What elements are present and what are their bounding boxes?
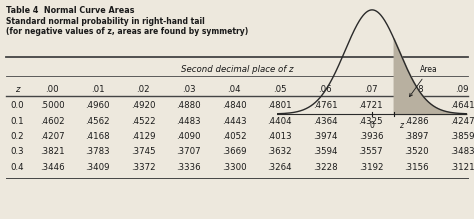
Text: .3372: .3372 bbox=[131, 163, 155, 172]
Text: .4364: .4364 bbox=[313, 117, 337, 125]
Text: .3156: .3156 bbox=[404, 163, 429, 172]
Text: .3192: .3192 bbox=[359, 163, 383, 172]
Text: 0.1: 0.1 bbox=[10, 117, 24, 125]
Text: .4325: .4325 bbox=[358, 117, 383, 125]
Text: .4129: .4129 bbox=[131, 132, 155, 141]
Text: .3557: .3557 bbox=[358, 148, 383, 157]
Text: .4840: .4840 bbox=[222, 101, 246, 110]
Text: (for negative values of z, areas are found by symmetry): (for negative values of z, areas are fou… bbox=[6, 27, 248, 36]
Text: .3897: .3897 bbox=[404, 132, 428, 141]
Text: .4681: .4681 bbox=[404, 101, 429, 110]
Text: 0.3: 0.3 bbox=[10, 148, 24, 157]
Text: .4761: .4761 bbox=[313, 101, 337, 110]
Text: .4247: .4247 bbox=[450, 117, 474, 125]
Text: Second decimal place of z: Second decimal place of z bbox=[181, 65, 293, 74]
Text: z: z bbox=[15, 85, 19, 94]
Text: .05: .05 bbox=[273, 85, 287, 94]
Text: Standard normal probability in right-hand tail: Standard normal probability in right-han… bbox=[6, 17, 205, 26]
Text: .3409: .3409 bbox=[85, 163, 110, 172]
Text: .3859: .3859 bbox=[450, 132, 474, 141]
Text: .3745: .3745 bbox=[131, 148, 155, 157]
Text: .4602: .4602 bbox=[40, 117, 64, 125]
Text: .4562: .4562 bbox=[85, 117, 110, 125]
Text: .4483: .4483 bbox=[176, 117, 201, 125]
Text: 0: 0 bbox=[370, 121, 374, 130]
Text: .4522: .4522 bbox=[131, 117, 155, 125]
Text: .3300: .3300 bbox=[222, 163, 246, 172]
Text: .3821: .3821 bbox=[40, 148, 64, 157]
Text: .3228: .3228 bbox=[313, 163, 337, 172]
Text: .5000: .5000 bbox=[40, 101, 64, 110]
Text: Area: Area bbox=[410, 65, 438, 97]
Text: .3974: .3974 bbox=[313, 132, 337, 141]
Text: .4168: .4168 bbox=[85, 132, 110, 141]
Text: .3594: .3594 bbox=[313, 148, 337, 157]
Text: .4207: .4207 bbox=[40, 132, 64, 141]
Text: .06: .06 bbox=[319, 85, 332, 94]
Text: .4721: .4721 bbox=[358, 101, 383, 110]
Text: z: z bbox=[399, 121, 402, 130]
Text: .02: .02 bbox=[137, 85, 150, 94]
Text: .4443: .4443 bbox=[222, 117, 246, 125]
Text: 0.4: 0.4 bbox=[10, 163, 24, 172]
Text: .4090: .4090 bbox=[176, 132, 201, 141]
Text: .3707: .3707 bbox=[176, 148, 201, 157]
Text: Table 4  Normal Curve Areas: Table 4 Normal Curve Areas bbox=[6, 6, 135, 15]
Text: .00: .00 bbox=[45, 85, 59, 94]
Text: .3336: .3336 bbox=[176, 163, 201, 172]
Text: .3483: .3483 bbox=[450, 148, 474, 157]
Text: .3520: .3520 bbox=[404, 148, 429, 157]
Text: .09: .09 bbox=[455, 85, 469, 94]
Text: .4801: .4801 bbox=[267, 101, 292, 110]
Text: .3632: .3632 bbox=[267, 148, 292, 157]
Text: .4920: .4920 bbox=[131, 101, 155, 110]
Text: 0.0: 0.0 bbox=[10, 101, 24, 110]
Text: .3446: .3446 bbox=[40, 163, 64, 172]
Text: .3783: .3783 bbox=[85, 148, 110, 157]
Text: 0.2: 0.2 bbox=[10, 132, 24, 141]
Text: .3669: .3669 bbox=[222, 148, 246, 157]
Text: .07: .07 bbox=[364, 85, 378, 94]
Text: .01: .01 bbox=[91, 85, 104, 94]
Text: .3936: .3936 bbox=[359, 132, 383, 141]
Text: .4880: .4880 bbox=[176, 101, 201, 110]
Text: .3121: .3121 bbox=[450, 163, 474, 172]
Text: .3264: .3264 bbox=[267, 163, 292, 172]
Text: .08: .08 bbox=[410, 85, 423, 94]
Text: .03: .03 bbox=[182, 85, 195, 94]
Text: .4641: .4641 bbox=[450, 101, 474, 110]
Text: .4404: .4404 bbox=[267, 117, 292, 125]
Text: .4286: .4286 bbox=[404, 117, 429, 125]
Text: .4013: .4013 bbox=[267, 132, 292, 141]
Text: .04: .04 bbox=[228, 85, 241, 94]
Text: .4052: .4052 bbox=[222, 132, 246, 141]
Text: .4960: .4960 bbox=[85, 101, 110, 110]
